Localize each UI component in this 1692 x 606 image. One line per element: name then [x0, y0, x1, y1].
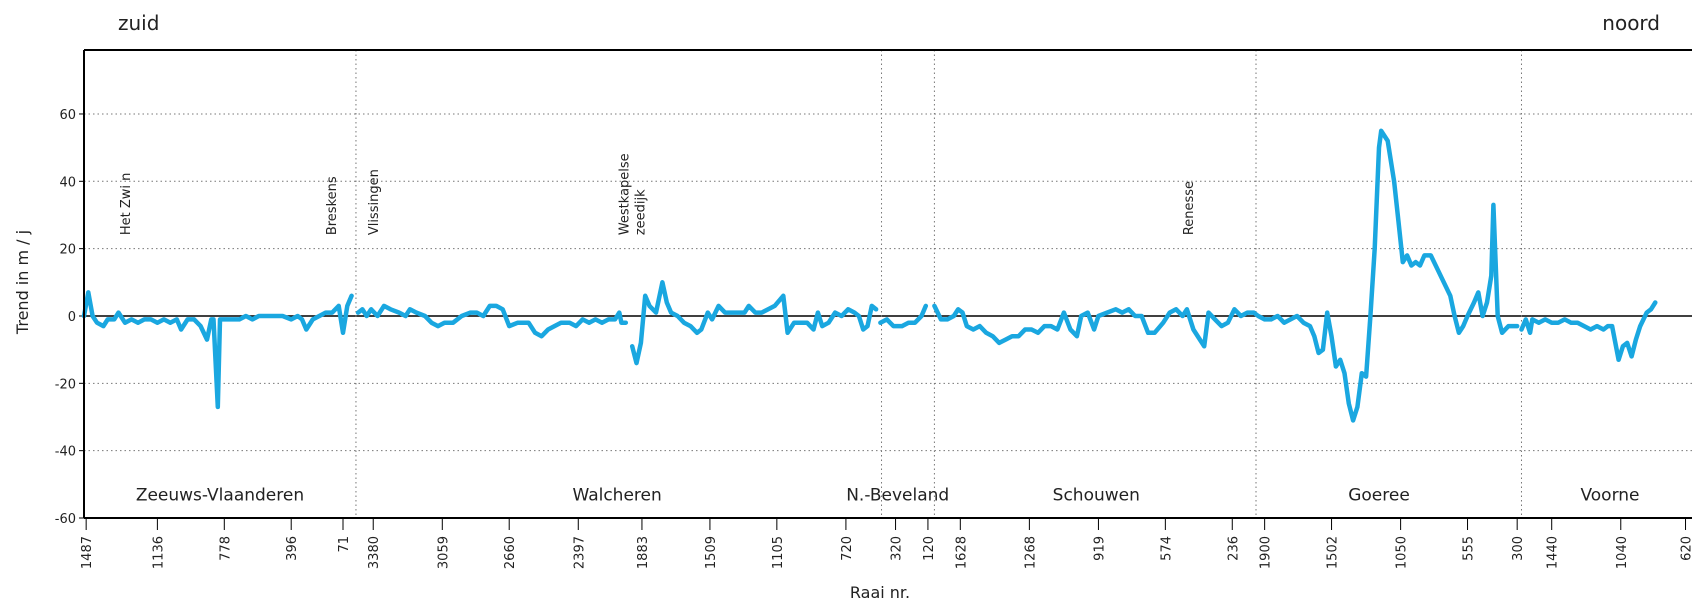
- x-tick-label: 320: [890, 536, 905, 561]
- x-tick-label: 2397: [572, 536, 587, 569]
- place-label: Renesse: [1182, 181, 1197, 235]
- place-label: zeedijk: [634, 189, 649, 235]
- section-label: N.-Beveland: [846, 485, 949, 505]
- place-label: Breskens: [325, 176, 340, 235]
- place-label: Vlissingen: [367, 169, 382, 235]
- x-tick-label: 1509: [704, 536, 719, 569]
- x-tick-label: 3059: [436, 536, 451, 569]
- x-tick-label: 1136: [151, 536, 166, 569]
- x-tick-label: 1502: [1326, 536, 1341, 569]
- y-tick-label: 60: [59, 108, 76, 123]
- y-tick-label: 40: [59, 175, 76, 190]
- x-tick-label: 1487: [80, 536, 95, 569]
- x-tick-label: 1105: [771, 536, 786, 569]
- x-tick-label: 555: [1462, 536, 1477, 561]
- y-axis-label: Trend in m / j: [13, 230, 32, 335]
- x-tick-label: 919: [1092, 536, 1107, 561]
- x-tick-label: 396: [285, 536, 300, 561]
- section-label: Schouwen: [1053, 485, 1140, 505]
- x-axis-label: Raai nr.: [850, 583, 910, 602]
- y-tick-label: 0: [68, 310, 76, 325]
- x-tick-label: 1268: [1023, 536, 1038, 569]
- x-tick-label: 3380: [367, 536, 382, 569]
- y-tick-label: -60: [55, 512, 76, 527]
- section-label: Voorne: [1580, 485, 1639, 505]
- x-tick-label: 620: [1680, 536, 1692, 561]
- section-label: Goeree: [1348, 485, 1410, 505]
- x-tick-label: 720: [840, 536, 855, 561]
- x-tick-label: 1050: [1395, 536, 1410, 569]
- x-tick-label: 1883: [636, 536, 651, 569]
- x-tick-label: 236: [1226, 536, 1241, 561]
- place-label: Het Zwi n: [119, 173, 134, 236]
- left-label: zuid: [118, 11, 159, 35]
- section-label: Zeeuws-Vlaanderen: [136, 485, 304, 505]
- x-tick-label: 1440: [1546, 536, 1561, 569]
- x-tick-label: 1628: [954, 536, 969, 569]
- x-tick-label: 71: [337, 536, 352, 553]
- x-tick-label: 2660: [503, 536, 518, 569]
- x-tick-label: 778: [218, 536, 233, 561]
- x-tick-label: 1900: [1259, 536, 1274, 569]
- y-tick-label: 20: [59, 243, 76, 258]
- trend-line: [81, 128, 1658, 423]
- right-label: noord: [1602, 11, 1660, 35]
- y-tick-label: -40: [55, 445, 76, 460]
- x-tick-label: 1040: [1615, 536, 1630, 569]
- x-tick-label: 120: [922, 536, 937, 561]
- x-tick-label: 574: [1159, 536, 1174, 561]
- place-label: Westkapelse: [618, 153, 633, 235]
- section-label: Walcheren: [572, 485, 661, 505]
- x-tick-label: 300: [1511, 536, 1526, 561]
- y-tick-label: -20: [55, 377, 76, 392]
